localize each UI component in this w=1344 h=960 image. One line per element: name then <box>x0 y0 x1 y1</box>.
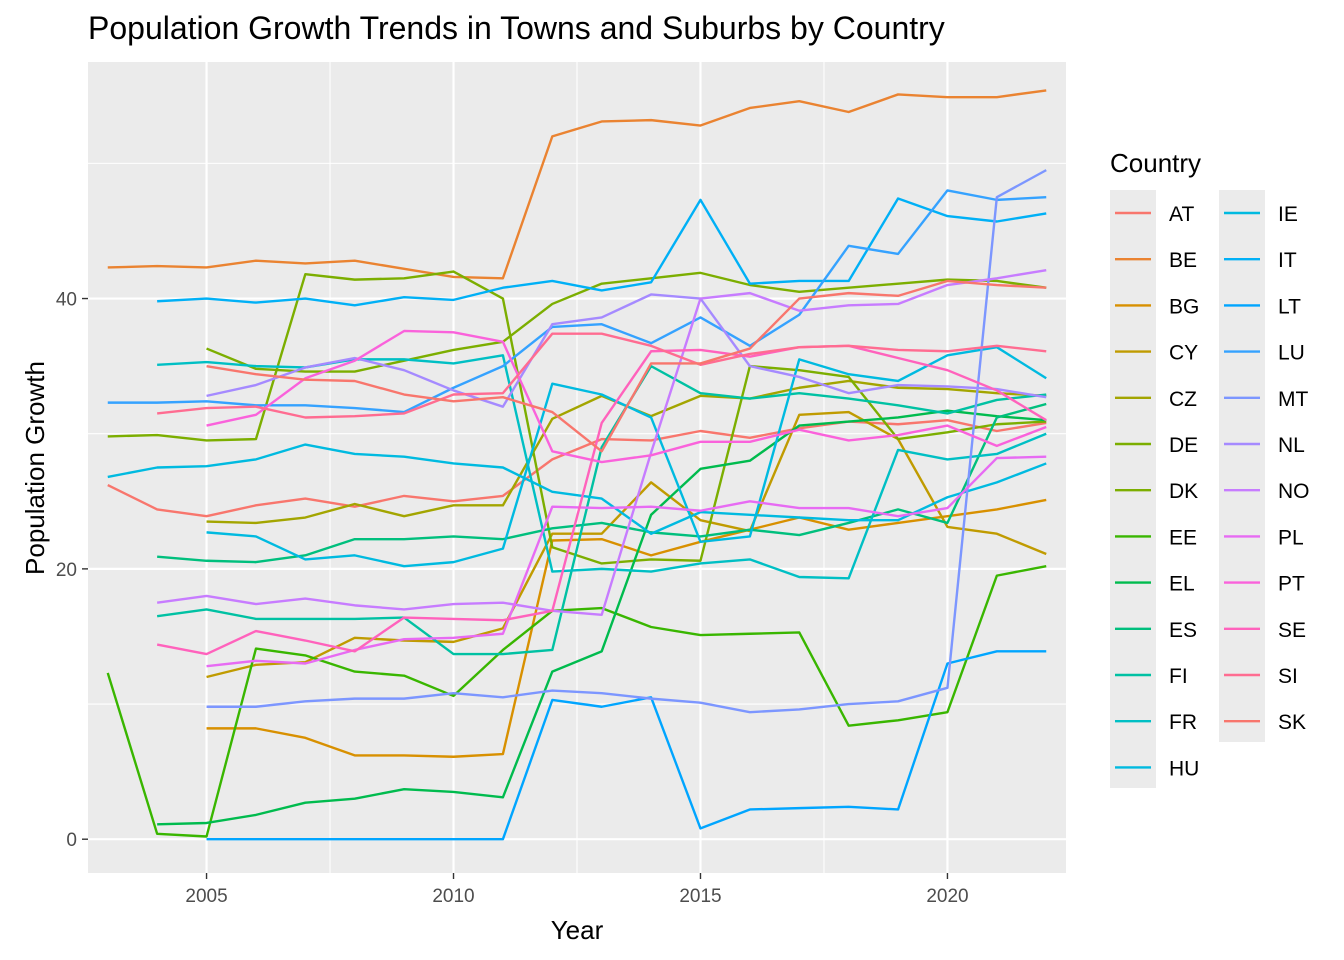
axes: 2005 2010 2015 2020 0 20 40 <box>56 290 969 907</box>
legend-label-hu: HU <box>1169 757 1199 780</box>
x-tick-label: 2010 <box>432 886 474 907</box>
series-line-mt <box>206 169 1047 714</box>
chart-title: Population Growth Trends in Towns and Su… <box>88 10 945 46</box>
legend-title: Country <box>1110 148 1201 178</box>
legend-label-no: NO <box>1278 480 1310 503</box>
series-line-no <box>156 268 1047 617</box>
series-line-hu <box>107 443 1047 535</box>
x-tick-label: 2020 <box>926 886 968 907</box>
legend-label-nl: NL <box>1278 434 1305 457</box>
series-line-pl <box>206 455 1047 668</box>
legend-label-ee: EE <box>1169 526 1197 549</box>
x-tick-label: 2015 <box>679 886 721 907</box>
series-line-dk <box>107 270 1047 565</box>
legend-label-bg: BG <box>1169 295 1199 318</box>
series-line-de <box>206 271 1047 373</box>
legend-label-ie: IE <box>1278 203 1298 226</box>
series-line-si <box>157 332 1047 419</box>
series-lines <box>106 89 1047 841</box>
series-line-ee <box>106 564 1047 838</box>
series-line-nl <box>206 293 1047 408</box>
legend-label-se: SE <box>1278 619 1306 642</box>
legend: Country AT BE BG CY CZ DE DK EE EL ES FI FR HU IE IT LT… <box>1110 148 1310 788</box>
series-line-pt <box>206 329 1047 464</box>
legend-label-cz: CZ <box>1169 388 1197 411</box>
legend-label-si: SI <box>1278 665 1298 688</box>
series-line-se <box>156 344 1047 656</box>
y-tick-label: 0 <box>66 830 77 851</box>
legend-label-at: AT <box>1169 203 1194 226</box>
series-line-lu <box>107 189 1047 414</box>
series-line-fi <box>156 364 1047 656</box>
legend-label-fi: FI <box>1169 665 1188 688</box>
legend-label-pt: PT <box>1278 573 1305 596</box>
legend-label-mt: MT <box>1278 388 1308 411</box>
legend-label-de: DE <box>1169 434 1198 457</box>
x-tick-label: 2005 <box>185 886 227 907</box>
legend-label-es: ES <box>1169 619 1197 642</box>
legend-label-fr: FR <box>1169 711 1197 734</box>
legend-label-cy: CY <box>1169 342 1198 365</box>
y-axis-title: Population Growth <box>20 361 50 575</box>
series-line-bg <box>206 498 1047 758</box>
legend-label-be: BE <box>1169 249 1197 272</box>
legend-label-lt: LT <box>1278 295 1301 318</box>
legend-key-background <box>1219 190 1265 742</box>
legend-label-sk: SK <box>1278 711 1306 734</box>
series-line-sk <box>206 279 1047 453</box>
y-tick-label: 20 <box>56 560 77 581</box>
series-line-lt <box>206 650 1047 841</box>
series-line-at <box>107 418 1047 518</box>
legend-label-it: IT <box>1278 249 1297 272</box>
series-line-be <box>107 89 1047 280</box>
legend-label-pl: PL <box>1278 526 1304 549</box>
series-line-it <box>157 197 1047 307</box>
series-line-el <box>157 409 1047 826</box>
legend-label-dk: DK <box>1169 480 1198 503</box>
series-line-es <box>157 402 1047 564</box>
x-axis-title: Year <box>551 915 604 945</box>
legend-label-el: EL <box>1169 573 1195 596</box>
y-tick-label: 40 <box>56 290 77 311</box>
legend-label-lu: LU <box>1278 342 1305 365</box>
